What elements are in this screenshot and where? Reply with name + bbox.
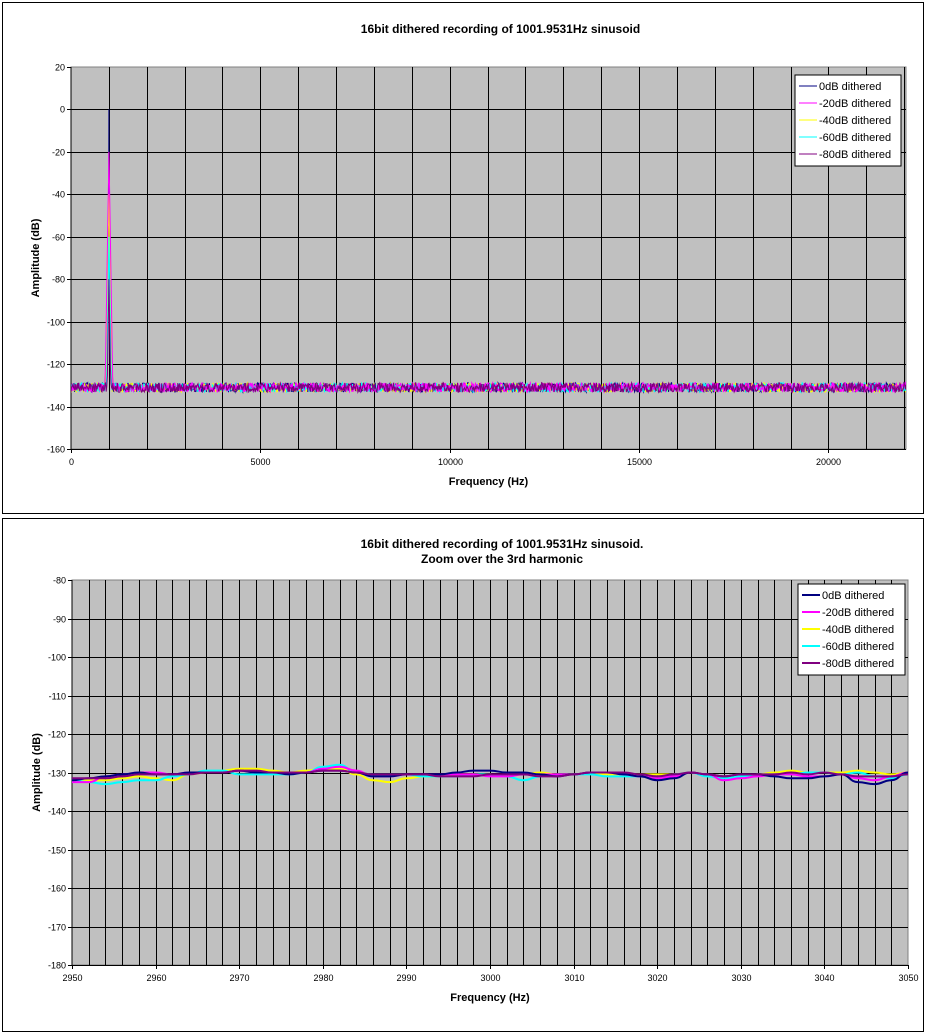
- series-line--80db-dithered: [72, 769, 909, 780]
- y-tick-label: 20: [55, 63, 65, 73]
- series-group: [71, 109, 906, 395]
- x-tick-label: 3010: [564, 973, 584, 983]
- legend-entry: -20dB dithered: [822, 607, 894, 619]
- x-tick-label: 2980: [313, 973, 333, 983]
- x-tick-label: 3040: [814, 973, 834, 983]
- x-tick-label: 15000: [627, 457, 652, 467]
- legend-entry: -40dB dithered: [822, 624, 894, 636]
- y-tick-label: -120: [47, 360, 65, 370]
- spectrum-chart-zoom: 16bit dithered recording of 1001.9531Hz …: [2, 518, 924, 1032]
- x-tick-label: 2990: [396, 973, 416, 983]
- chart-svg-full: 16bit dithered recording of 1001.9531Hz …: [30, 22, 907, 488]
- series-line--80db-dithered: [71, 279, 906, 395]
- y-tick-label: -150: [48, 846, 66, 856]
- legend-entry: -60dB dithered: [819, 132, 891, 144]
- legend-entry: -40dB dithered: [819, 115, 891, 127]
- x-axis-label: Frequency (Hz): [449, 476, 529, 488]
- chart-title: Zoom over the 3rd harmonic: [421, 552, 583, 566]
- y-tick-label: -160: [48, 884, 66, 894]
- y-tick-label: -130: [48, 769, 66, 779]
- y-tick-label: -90: [53, 615, 66, 625]
- legend-entry: -80dB dithered: [819, 149, 891, 161]
- series-line--60db-dithered: [71, 236, 906, 394]
- x-tick-label: 2950: [62, 973, 82, 983]
- x-tick-label: 5000: [250, 457, 270, 467]
- y-tick-label: -80: [52, 275, 65, 285]
- chart-svg-zoom: 16bit dithered recording of 1001.9531Hz …: [31, 537, 919, 1004]
- x-tick-label: 10000: [438, 457, 463, 467]
- x-tick-label: 3000: [480, 973, 500, 983]
- legend-entry: -20dB dithered: [819, 98, 891, 110]
- y-tick-label: -140: [48, 807, 66, 817]
- spectrum-chart-full: 16bit dithered recording of 1001.9531Hz …: [2, 2, 924, 514]
- y-tick-label: -60: [52, 233, 65, 243]
- y-tick-label: -160: [47, 445, 65, 455]
- x-tick-label: 3050: [898, 973, 918, 983]
- y-tick-label: -120: [48, 730, 66, 740]
- y-axis-label: Amplitude (dB): [31, 733, 43, 812]
- legend-entry: -80dB dithered: [822, 658, 894, 670]
- legend-entry: 0dB dithered: [819, 81, 881, 93]
- y-tick-label: -80: [53, 576, 66, 586]
- y-tick-label: -140: [47, 403, 65, 413]
- y-tick-label: -180: [48, 961, 66, 971]
- x-tick-label: 3020: [647, 973, 667, 983]
- x-tick-label: 0: [69, 457, 74, 467]
- y-tick-label: -20: [52, 148, 65, 158]
- x-tick-label: 2970: [229, 973, 249, 983]
- y-tick-label: 0: [60, 105, 65, 115]
- legend-entry: 0dB dithered: [822, 590, 884, 602]
- y-tick-label: -110: [49, 692, 66, 702]
- y-axis-label: Amplitude (dB): [30, 218, 42, 297]
- chart-title: 16bit dithered recording of 1001.9531Hz …: [361, 537, 644, 551]
- y-tick-label: -100: [47, 318, 65, 328]
- y-tick-label: -100: [48, 653, 66, 663]
- x-axis-label: Frequency (Hz): [450, 992, 530, 1004]
- x-tick-label: 2960: [146, 973, 166, 983]
- chart-title: 16bit dithered recording of 1001.9531Hz …: [361, 22, 640, 36]
- y-tick-label: -40: [52, 190, 65, 200]
- legend-entry: -60dB dithered: [822, 641, 894, 653]
- x-tick-label: 20000: [816, 457, 841, 467]
- y-tick-label: -170: [48, 923, 66, 933]
- x-tick-label: 3030: [731, 973, 751, 983]
